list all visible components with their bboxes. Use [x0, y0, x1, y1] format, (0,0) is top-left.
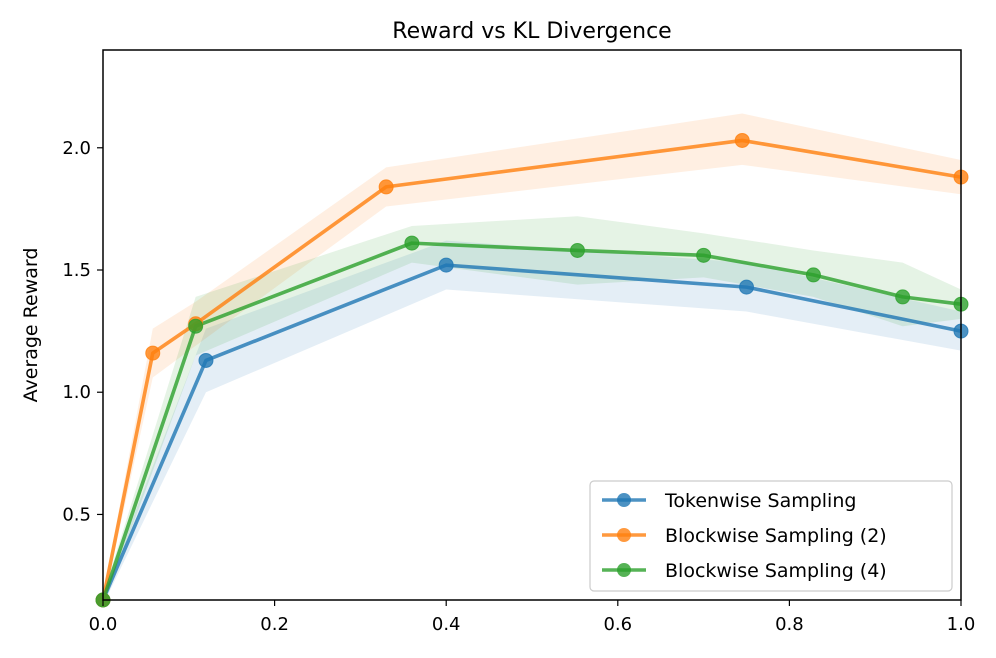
point-blockwise-sampling-4 [569, 242, 585, 258]
x-tick-label: 0.2 [260, 614, 289, 635]
y-tick-label: 2.0 [62, 138, 91, 159]
point-blockwise-sampling-4 [188, 318, 204, 334]
point-blockwise-sampling-4 [805, 267, 821, 283]
legend-box [589, 480, 953, 592]
x-tick-label: 0.6 [603, 614, 632, 635]
y-tick-label: 1.0 [62, 382, 91, 403]
point-blockwise-sampling-2 [145, 345, 161, 361]
y-axis-ticks: 0.5 1.0 1.5 2.0 [62, 138, 103, 525]
line-blockwise-sampling-4 [101, 241, 962, 601]
y-tick-label: 1.5 [62, 260, 91, 281]
band-tokenwise-sampling [103, 240, 961, 605]
x-tick-label: 0.0 [89, 614, 118, 635]
legend-marker-blockwise-sampling-4 [617, 563, 631, 577]
series-markers [95, 132, 969, 608]
legend-label-blockwise-sampling-2: Blockwise Sampling (2) [665, 525, 887, 547]
legend-marker-blockwise-sampling-2 [617, 528, 631, 542]
chart-title: Reward vs KL Divergence [392, 19, 671, 44]
x-tick-label: 0.8 [775, 614, 804, 635]
point-tokenwise-sampling [438, 257, 454, 273]
legend: Tokenwise Sampling Blockwise Sampling (2)… [589, 480, 953, 592]
legend-label-tokenwise-sampling: Tokenwise Sampling [664, 490, 856, 512]
y-tick-label: 0.5 [62, 504, 91, 525]
point-blockwise-sampling-4 [895, 289, 911, 305]
point-blockwise-sampling-4 [696, 247, 712, 263]
y-axis-label: Average Reward [20, 248, 42, 403]
line-blockwise-sampling-2 [101, 138, 962, 601]
point-tokenwise-sampling [739, 279, 754, 295]
point-blockwise-sampling-2 [734, 132, 750, 148]
plot-area-frame [102, 49, 962, 601]
x-axis-ticks: 0.0 0.2 0.4 0.6 0.8 1.0 [89, 600, 976, 635]
legend-label-blockwise-sampling-4: Blockwise Sampling (4) [665, 560, 887, 582]
x-tick-label: 1.0 [947, 614, 976, 635]
legend-marker-tokenwise-sampling [617, 493, 631, 507]
x-tick-label: 0.4 [432, 614, 461, 635]
point-blockwise-sampling-4 [404, 235, 420, 251]
point-tokenwise-sampling [198, 352, 214, 368]
point-blockwise-sampling-2 [378, 179, 394, 195]
